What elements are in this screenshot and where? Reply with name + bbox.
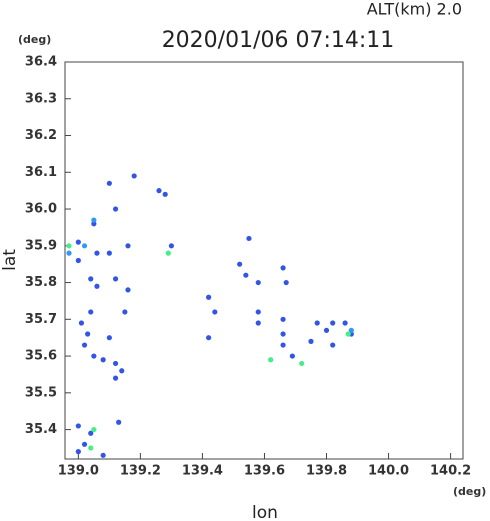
echo-point: [75, 257, 81, 264]
echo-point: [66, 243, 72, 249]
plot-frame: [64, 61, 464, 460]
echo-point: [255, 279, 261, 286]
chart-title: 2020/01/06 07:14:11: [162, 28, 395, 53]
echo-point: [112, 206, 119, 212]
y-tick-label: 35.4: [25, 422, 57, 437]
echo-point: [91, 426, 97, 433]
x-axis-label: lon: [252, 503, 278, 521]
echo-point: [243, 272, 249, 278]
echo-point: [100, 452, 106, 458]
echo-point: [81, 441, 88, 447]
echo-point: [122, 309, 128, 315]
y-tick-label: 35.5: [25, 385, 57, 400]
echo-point: [125, 287, 131, 293]
y-tick-label: 36.0: [25, 202, 57, 217]
echo-point: [156, 188, 162, 194]
echo-point: [283, 279, 289, 286]
echo-point: [88, 445, 94, 451]
echo-point: [212, 309, 218, 315]
y-tick-label: 35.9: [25, 238, 57, 253]
echo-point: [323, 327, 330, 333]
echo-point: [81, 342, 88, 348]
echo-point: [280, 265, 286, 271]
echo-point: [88, 276, 94, 282]
echo-point: [168, 243, 175, 249]
y-tick-label: 36.1: [25, 165, 57, 180]
echo-point: [330, 320, 336, 326]
x-tick-label: 139.0: [58, 464, 99, 479]
echo-point: [94, 250, 100, 256]
echo-point: [91, 217, 97, 223]
echo-point: [330, 342, 336, 348]
echo-point: [314, 320, 320, 326]
echo-point: [308, 338, 314, 344]
x-tick-label: 139.8: [306, 464, 347, 479]
echo-point: [100, 357, 106, 363]
echo-point: [106, 180, 112, 186]
y-unit: (deg): [18, 33, 51, 46]
echo-point: [106, 250, 112, 256]
echo-point: [165, 250, 171, 256]
echo-point: [255, 320, 261, 326]
echo-point: [345, 331, 351, 337]
echo-point: [299, 360, 305, 367]
echo-point: [255, 309, 261, 315]
echo-point: [280, 316, 286, 322]
echo-point: [75, 239, 81, 245]
echo-point: [75, 423, 81, 429]
echo-point: [112, 375, 119, 381]
echo-point: [268, 357, 274, 363]
echo-point: [162, 191, 168, 197]
x-tick-label: 139.4: [182, 464, 223, 479]
echo-point: [280, 342, 286, 348]
echo-point: [289, 353, 295, 359]
echo-point: [66, 250, 72, 256]
x-tick-label: 139.2: [120, 464, 161, 479]
echo-point: [119, 368, 125, 374]
y-tick-label: 35.7: [25, 312, 57, 327]
echo-point: [348, 327, 354, 333]
y-axis-label: lat: [0, 249, 20, 271]
x-tick-label: 140.0: [368, 464, 409, 479]
echo-point: [78, 320, 85, 326]
echo-point: [75, 449, 81, 455]
echo-point: [342, 320, 348, 326]
x-unit: (deg): [453, 485, 486, 498]
x-tick-label: 139.6: [244, 464, 285, 479]
echo-point: [112, 360, 119, 367]
echo-point: [112, 276, 119, 282]
echo-point: [81, 243, 88, 249]
echo-point: [237, 261, 243, 267]
y-tick-label: 36.4: [25, 55, 57, 70]
echo-point: [91, 221, 97, 227]
y-tick-label: 36.2: [25, 128, 57, 143]
y-tick-label: 35.8: [25, 275, 57, 290]
x-tick-label: 140.2: [430, 464, 471, 479]
y-tick-label: 36.3: [25, 91, 57, 106]
echo-point: [91, 353, 97, 359]
echo-point: [125, 243, 131, 249]
echo-point: [85, 331, 91, 337]
echo-point: [280, 331, 286, 337]
altitude-label: ALT(km) 2.0: [367, 0, 462, 19]
echo-point: [106, 335, 112, 341]
echo-point: [94, 283, 100, 289]
echo-point: [88, 309, 94, 315]
echo-point: [246, 235, 252, 242]
y-tick-label: 35.6: [25, 349, 57, 364]
echo-point: [116, 419, 122, 425]
echo-point: [131, 173, 137, 179]
echo-point: [88, 430, 94, 436]
echo-point: [206, 294, 212, 300]
echo-point: [206, 335, 212, 341]
